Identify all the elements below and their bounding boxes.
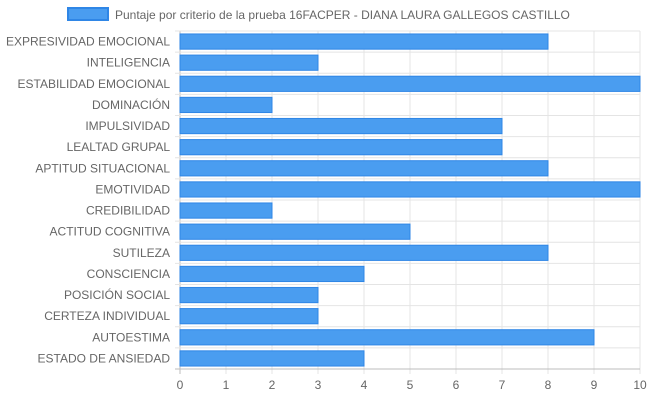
bar[interactable]: [179, 202, 273, 219]
x-tick-label: 6: [453, 378, 460, 392]
bar[interactable]: [179, 33, 549, 50]
x-tick-label: 10: [633, 378, 647, 392]
x-tick-label: 8: [545, 378, 552, 392]
category-label: POSICIÓN SOCIAL: [64, 287, 170, 302]
x-tick-label: 0: [177, 378, 184, 392]
category-label: IMPULSIVIDAD: [85, 119, 170, 133]
x-tick-label: 2: [269, 378, 276, 392]
bar[interactable]: [179, 329, 595, 346]
category-label: ESTABILIDAD EMOCIONAL: [18, 77, 171, 91]
category-label: DOMINACIÓN: [92, 97, 170, 112]
bar[interactable]: [179, 117, 503, 135]
bar[interactable]: [179, 181, 641, 198]
category-label: APTITUD SITUACIONAL: [35, 161, 170, 175]
x-tick-label: 5: [407, 378, 414, 392]
bars: [179, 33, 641, 367]
category-label: CERTEZA INDIVIDUAL: [44, 309, 170, 323]
x-axis-ticks: 0 1 2 3 4 5 6 7 8 9 10: [177, 378, 647, 392]
legend[interactable]: Puntaje por criterio de la prueba 16FACP…: [67, 7, 570, 22]
category-label: CONSCIENCIA: [87, 267, 170, 281]
x-tick-label: 9: [591, 378, 598, 392]
category-label: AUTOESTIMA: [92, 330, 170, 344]
category-labels: EXPRESIVIDAD EMOCIONAL INTELIGENCIA ESTABI…: [6, 35, 170, 366]
x-tick-label: 3: [315, 378, 322, 392]
x-tick-label: 1: [223, 378, 230, 392]
bar[interactable]: [179, 54, 319, 71]
bar[interactable]: [179, 308, 319, 325]
category-label: CREDIBILIDAD: [86, 204, 170, 218]
category-label: EXPRESIVIDAD EMOCIONAL: [6, 35, 170, 49]
bar[interactable]: [179, 75, 641, 92]
category-label: INTELIGENCIA: [87, 56, 170, 70]
bar[interactable]: [179, 286, 319, 304]
category-label: ACTITUD COGNITIVA: [50, 225, 170, 239]
legend-swatch[interactable]: [67, 7, 109, 21]
bar[interactable]: [179, 244, 549, 261]
x-tick-label: 4: [361, 378, 368, 392]
bar[interactable]: [179, 160, 549, 177]
legend-label[interactable]: Puntaje por criterio de la prueba 16FACP…: [115, 8, 570, 22]
bar[interactable]: [179, 96, 273, 114]
category-label: EMOTIVIDAD: [95, 182, 170, 196]
category-label: LEALTAD GRUPAL: [67, 140, 171, 154]
bar[interactable]: [179, 139, 503, 156]
x-tick-label: 7: [499, 378, 506, 392]
bar[interactable]: [179, 223, 411, 240]
category-label: SUTILEZA: [113, 246, 170, 260]
bar[interactable]: [179, 265, 365, 283]
category-label: ESTADO DE ANSIEDAD: [38, 351, 171, 365]
bar[interactable]: [179, 350, 365, 367]
